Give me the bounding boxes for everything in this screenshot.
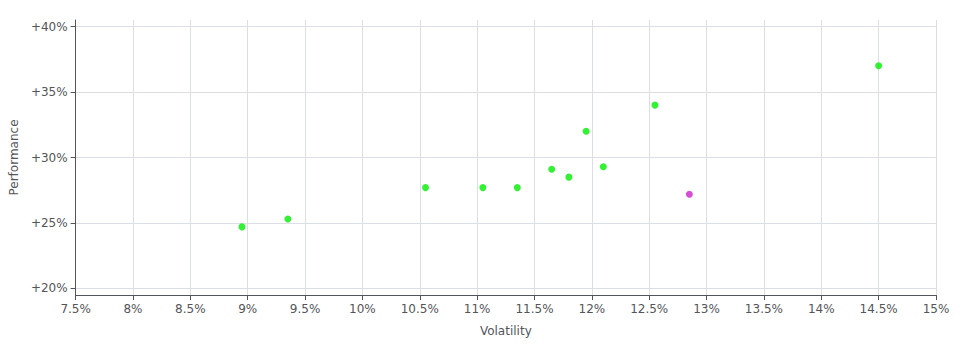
svg-text:+20%: +20% — [31, 281, 68, 295]
svg-text:+40%: +40% — [31, 20, 68, 34]
svg-text:8.5%: 8.5% — [175, 302, 206, 316]
svg-text:8%: 8% — [123, 302, 142, 316]
svg-text:14.5%: 14.5% — [860, 302, 898, 316]
svg-text:9.5%: 9.5% — [290, 302, 321, 316]
svg-text:12%: 12% — [579, 302, 606, 316]
svg-text:13.5%: 13.5% — [745, 302, 783, 316]
svg-text:10.5%: 10.5% — [401, 302, 439, 316]
svg-text:+30%: +30% — [31, 151, 68, 165]
svg-text:11.5%: 11.5% — [515, 302, 553, 316]
svg-text:9%: 9% — [238, 302, 257, 316]
svg-text:13%: 13% — [693, 302, 720, 316]
svg-text:+35%: +35% — [31, 85, 68, 99]
svg-text:12.5%: 12.5% — [630, 302, 668, 316]
svg-text:Performance: Performance — [7, 119, 21, 195]
svg-text:7.5%: 7.5% — [60, 302, 91, 316]
svg-text:Volatility: Volatility — [480, 324, 532, 338]
svg-text:14%: 14% — [808, 302, 835, 316]
svg-text:11%: 11% — [464, 302, 491, 316]
svg-text:10%: 10% — [349, 302, 376, 316]
svg-text:+25%: +25% — [31, 216, 68, 230]
svg-text:15%: 15% — [923, 302, 950, 316]
